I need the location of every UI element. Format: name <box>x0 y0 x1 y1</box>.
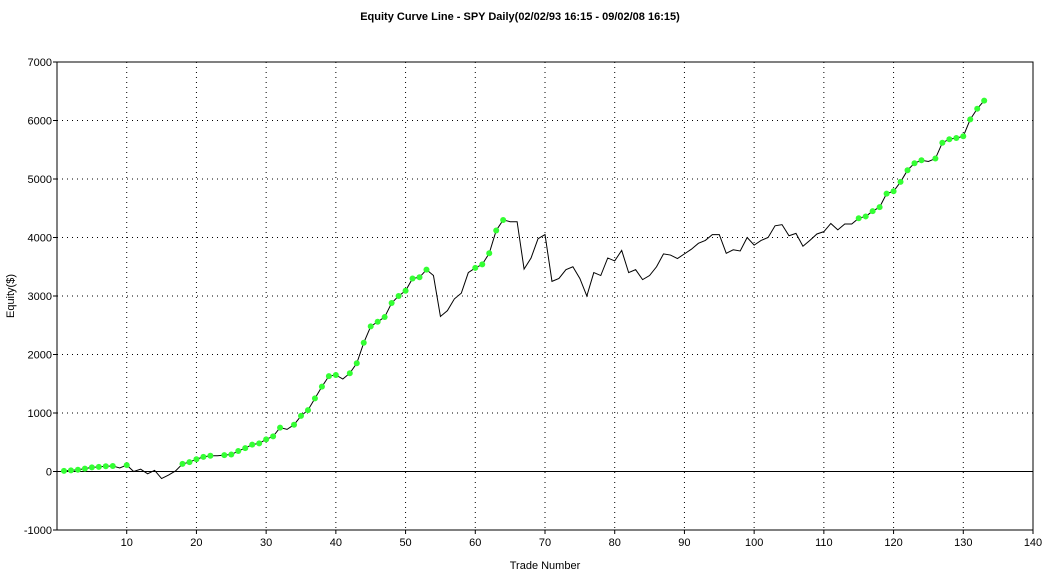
new-high-marker <box>904 167 911 174</box>
new-high-marker <box>270 433 277 440</box>
y-tick-label: 7000 <box>28 57 52 69</box>
new-high-marker <box>918 157 925 164</box>
new-high-marker <box>81 465 88 472</box>
new-high-marker <box>381 314 388 321</box>
new-high-marker <box>228 451 235 458</box>
new-high-marker <box>353 360 360 367</box>
y-tick-label: 1000 <box>28 408 52 420</box>
new-high-marker <box>102 463 109 470</box>
x-tick-label: 90 <box>678 537 690 549</box>
new-high-marker <box>67 467 74 474</box>
new-high-marker <box>869 208 876 215</box>
x-tick-label: 10 <box>121 537 133 549</box>
new-high-marker <box>242 445 249 452</box>
new-high-marker <box>95 463 102 470</box>
chart-title: Equity Curve Line - SPY Daily(02/02/93 1… <box>360 11 680 23</box>
new-high-marker <box>374 318 381 325</box>
x-tick-label: 80 <box>609 537 621 549</box>
new-high-marker <box>890 188 897 195</box>
new-high-marker <box>974 105 981 112</box>
new-high-marker <box>897 178 904 185</box>
x-tick-label: 100 <box>745 537 763 549</box>
new-high-marker <box>402 287 409 294</box>
equity-line <box>63 100 985 480</box>
new-high-marker <box>325 373 332 380</box>
new-high-marker <box>486 250 493 257</box>
new-high-marker <box>193 456 200 463</box>
new-high-marker <box>318 383 325 390</box>
new-high-marker <box>367 323 374 330</box>
new-high-marker <box>179 460 186 467</box>
new-high-marker <box>967 116 974 123</box>
new-high-marker <box>249 441 256 448</box>
new-high-marker <box>88 464 95 471</box>
new-high-marker <box>235 448 242 455</box>
x-tick-label: 60 <box>469 537 481 549</box>
x-tick-label: 50 <box>399 537 411 549</box>
y-axis-label: Equity($) <box>5 274 17 318</box>
new-high-marker <box>388 300 395 307</box>
y-tick-label: 2000 <box>28 350 52 362</box>
new-high-marker <box>946 136 953 143</box>
new-high-marker <box>472 264 479 271</box>
new-high-marker <box>883 190 890 197</box>
new-high-marker <box>291 421 298 428</box>
x-tick-label: 40 <box>330 537 342 549</box>
new-high-marker <box>932 155 939 162</box>
x-axis-label: Trade Number <box>510 560 581 572</box>
y-tick-label: 5000 <box>28 174 52 186</box>
new-high-marker <box>981 97 988 104</box>
new-high-marker <box>862 213 869 220</box>
new-high-marker <box>960 133 967 140</box>
y-tick-label: 3000 <box>28 291 52 303</box>
new-high-marker <box>423 266 430 273</box>
new-high-marker <box>500 216 507 223</box>
new-high-marker <box>855 215 862 222</box>
x-tick-label: 110 <box>815 537 833 549</box>
new-high-marker <box>493 227 500 234</box>
new-high-marker <box>953 135 960 142</box>
x-tick-label: 130 <box>954 537 972 549</box>
new-high-marker <box>416 274 423 281</box>
new-high-marker <box>479 261 486 268</box>
new-high-marker <box>207 452 214 459</box>
x-tick-label: 30 <box>260 537 272 549</box>
new-high-marker <box>60 467 67 474</box>
y-tick-label: 0 <box>46 467 52 479</box>
new-high-marker <box>346 370 353 377</box>
new-high-marker <box>186 459 193 466</box>
new-high-marker <box>221 452 228 459</box>
x-tick-label: 140 <box>1024 537 1042 549</box>
new-high-marker <box>74 466 81 473</box>
x-tick-label: 70 <box>539 537 551 549</box>
y-tick-label: 6000 <box>28 116 52 128</box>
new-high-marker <box>277 424 284 431</box>
new-high-marker <box>109 462 116 469</box>
new-high-marker <box>298 412 304 419</box>
new-high-marker <box>360 339 367 346</box>
new-high-marker <box>332 371 339 378</box>
x-tick-label: 20 <box>190 537 202 549</box>
x-tick-label: 120 <box>884 537 902 549</box>
new-high-marker <box>263 436 270 443</box>
new-high-marker <box>911 160 918 167</box>
new-high-marker <box>311 395 318 402</box>
new-high-marker <box>304 407 311 414</box>
new-high-marker <box>256 440 263 447</box>
new-high-marker <box>939 139 946 146</box>
y-tick-label: -1000 <box>24 525 52 537</box>
y-tick-label: 4000 <box>28 233 52 245</box>
new-high-marker <box>409 275 416 282</box>
new-high-marker <box>395 293 402 299</box>
new-high-marker <box>123 462 130 469</box>
new-high-marker <box>876 204 883 211</box>
new-high-marker <box>200 453 207 460</box>
